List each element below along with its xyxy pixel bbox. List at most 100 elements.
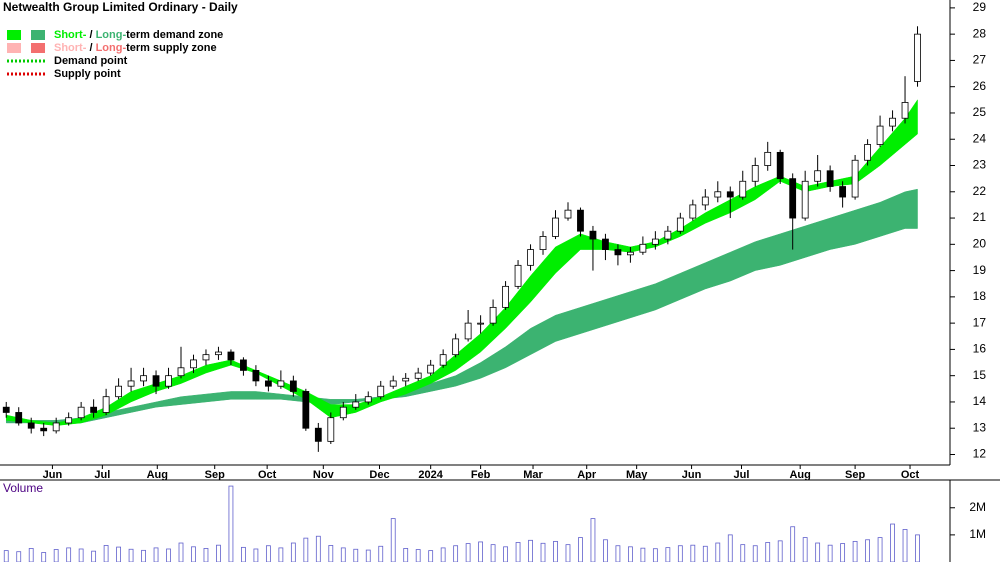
volume-bar	[166, 548, 171, 562]
volume-bar	[78, 548, 84, 562]
candle-body	[364, 396, 372, 403]
x-tick-label: Oct	[901, 469, 920, 481]
volume-bar	[53, 549, 59, 562]
y-tick-label: 17	[973, 315, 987, 329]
volume-bar	[66, 547, 72, 562]
volume-bar	[752, 545, 758, 562]
volume-bar	[153, 547, 159, 562]
candle-body	[165, 375, 172, 387]
volume-bar	[902, 529, 908, 562]
candle-body	[389, 380, 397, 387]
candle-body	[277, 380, 285, 387]
volume-bar	[465, 543, 471, 562]
volume-bar	[727, 534, 733, 562]
candle-body	[15, 412, 23, 424]
x-tick-label: Oct	[258, 469, 277, 481]
volume-bar	[827, 544, 833, 562]
legend-text: Supply point	[54, 68, 121, 80]
candle-body	[289, 380, 297, 392]
x-tick-label: Nov	[313, 469, 335, 481]
candle-body	[602, 238, 609, 250]
volume-bar	[453, 545, 459, 562]
volume-bar	[852, 540, 858, 562]
volume-bar	[3, 550, 9, 562]
y-tick-label: 26	[973, 79, 987, 93]
x-tick-label: Aug	[147, 469, 168, 481]
candle-body	[689, 204, 697, 219]
candle-body	[676, 217, 684, 232]
candle-body	[539, 236, 547, 250]
candle-body	[140, 375, 147, 382]
volume-bar	[241, 546, 246, 562]
volume-bar	[702, 545, 708, 562]
volume-bar	[578, 537, 583, 562]
candle-body	[514, 264, 522, 287]
candle-body	[726, 191, 734, 198]
volume-bar	[378, 545, 384, 562]
volume-bar	[228, 485, 234, 562]
volume-tick-label: 2M	[969, 500, 986, 514]
volume-bar	[278, 547, 284, 562]
candle-body	[651, 238, 659, 245]
candle-body	[826, 170, 834, 187]
volume-bar	[328, 545, 334, 562]
candle-body	[439, 354, 447, 366]
volume-bar	[290, 542, 296, 562]
candle-body	[851, 159, 859, 198]
y-tick-label: 21	[973, 210, 987, 224]
legend-label: Short- / Long-term supply zone	[54, 42, 217, 54]
volume-bar	[428, 550, 434, 562]
volume-bar	[28, 548, 34, 562]
candle-body	[202, 354, 210, 361]
candle-body	[789, 178, 797, 219]
y-tick-label: 16	[973, 342, 987, 356]
x-tick-label: Feb	[471, 469, 491, 481]
x-tick-label: Sep	[845, 469, 865, 481]
legend-text: /	[86, 42, 95, 54]
candle-body	[240, 359, 247, 371]
volume-bar	[590, 518, 596, 562]
candle-body	[901, 102, 909, 119]
candle-body	[40, 427, 48, 432]
volume-bar	[802, 537, 808, 562]
volume-bar	[603, 539, 608, 562]
volume-bar	[191, 546, 196, 562]
candle-body	[27, 422, 35, 429]
volume-bar	[41, 552, 47, 562]
candle-body	[227, 351, 235, 361]
candle-body	[152, 375, 160, 387]
candle-body	[614, 249, 622, 256]
candle-body	[664, 230, 672, 240]
candle-body	[302, 391, 310, 429]
x-tick-label: Dec	[369, 469, 389, 481]
x-tick-label: Sep	[205, 469, 225, 481]
x-tick-label: Jun	[682, 469, 702, 481]
y-tick-label: 25	[973, 105, 987, 119]
volume-bar	[665, 547, 671, 562]
volume-bar	[740, 544, 746, 562]
candle-body	[814, 170, 822, 182]
volume-bar	[403, 548, 409, 562]
candle-body	[864, 144, 871, 161]
legend-text: Short-	[54, 29, 87, 41]
candle-body	[177, 367, 185, 377]
volume-bar	[253, 548, 259, 562]
volume-bar	[515, 542, 521, 562]
legend-text: Long-	[96, 29, 127, 41]
volume-bar	[890, 523, 895, 562]
volume-bar	[640, 547, 646, 562]
zone-band	[5, 188, 918, 424]
volume-bar	[777, 540, 783, 562]
candle-body	[65, 417, 73, 424]
candle-body	[327, 417, 335, 442]
volume-bar	[141, 549, 146, 562]
volume-bar	[315, 535, 321, 562]
legend-label: Supply point	[54, 68, 121, 80]
candle-body	[627, 251, 634, 256]
candle-body	[102, 396, 110, 413]
candle-body	[427, 364, 435, 374]
candle-body	[639, 243, 647, 253]
x-tick-label: May	[626, 469, 648, 481]
y-tick-label: 12	[973, 447, 987, 461]
volume-bar	[116, 546, 121, 562]
